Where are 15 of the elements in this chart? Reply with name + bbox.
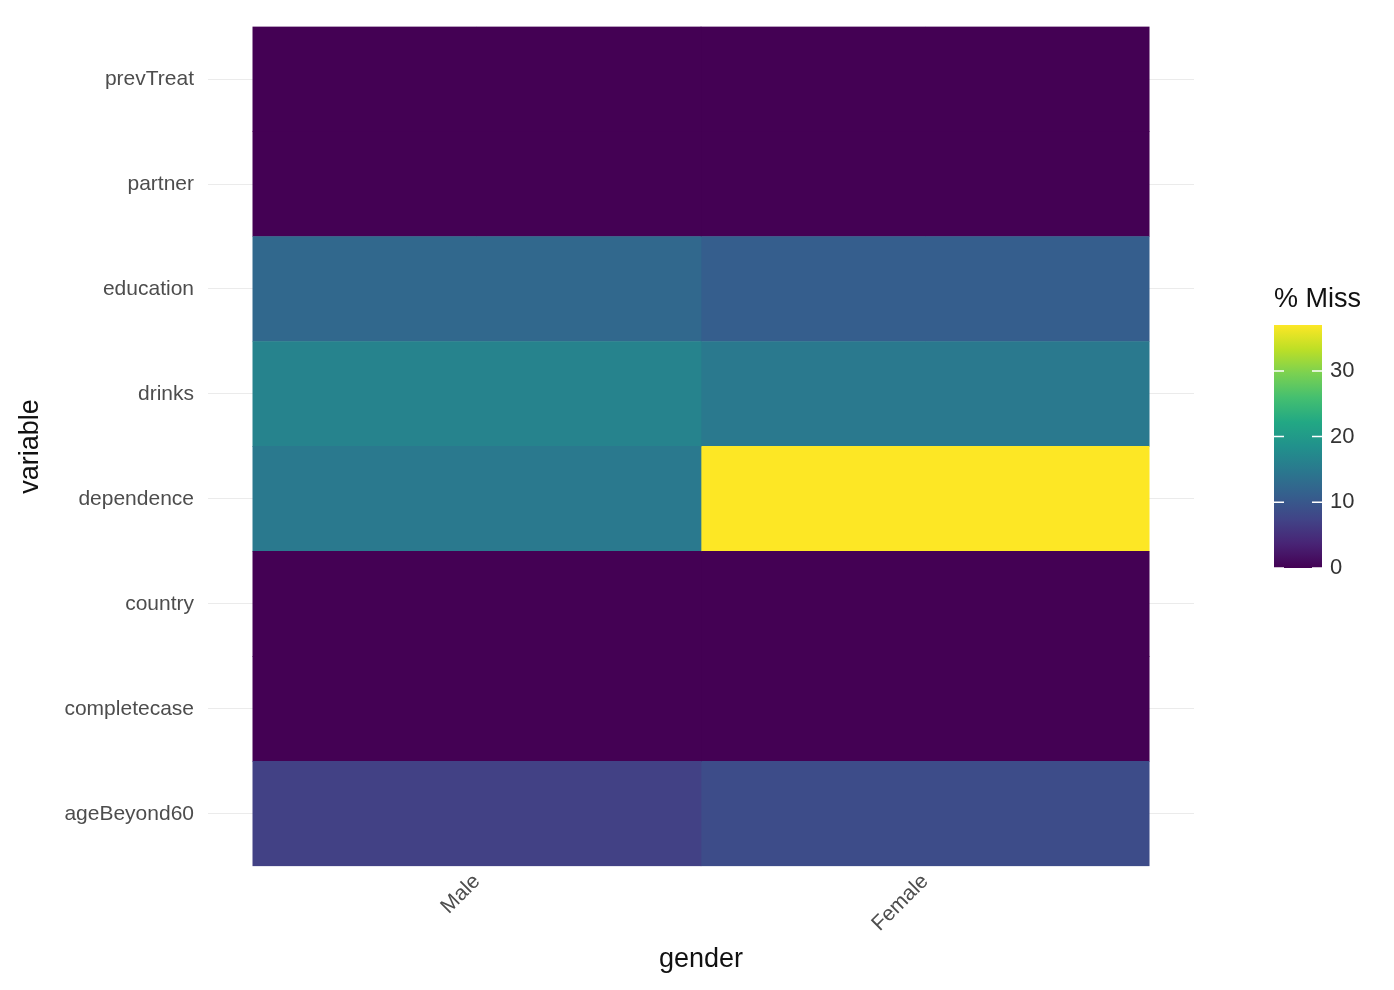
color-bar-label: 20 bbox=[1330, 422, 1355, 448]
color-bar-title: % Miss bbox=[1274, 282, 1361, 313]
color-bar-label: 30 bbox=[1330, 356, 1355, 382]
y-tick-label: completecase bbox=[64, 695, 195, 719]
y-tick-label: drinks bbox=[137, 380, 195, 404]
y-tick-label: country bbox=[125, 590, 195, 614]
y-axis-title: variable bbox=[13, 399, 44, 494]
y-tick-label: education bbox=[102, 275, 195, 299]
y-tick-label: ageBeyond60 bbox=[64, 800, 195, 824]
color-bar-label: 0 bbox=[1330, 554, 1343, 579]
y-tick-label: partner bbox=[127, 170, 195, 194]
x-axis-title: gender bbox=[658, 943, 744, 974]
color-bar-label: 10 bbox=[1330, 488, 1355, 514]
y-tick-label: prevTreat bbox=[104, 65, 195, 89]
y-tick-label: dependence bbox=[78, 485, 195, 509]
